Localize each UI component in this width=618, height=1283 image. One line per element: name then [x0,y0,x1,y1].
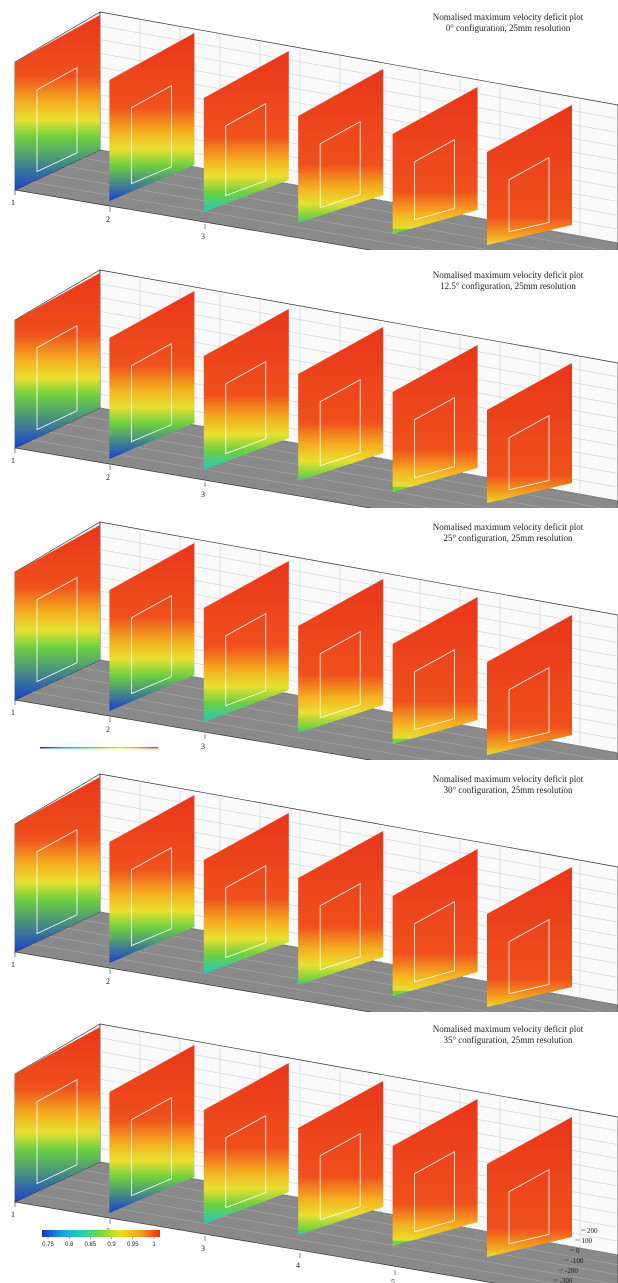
panel-title: Nomalised maximum velocity deficit plot [433,522,584,532]
x-tick-label: 1 [11,960,15,969]
x-tick-label: 4 [296,1261,300,1270]
panel-title: Nomalised maximum velocity deficit plot [433,1024,584,1034]
x-tick-label: 2 [106,473,110,482]
panel-title: 12.5° configuration, 25mm resolution [440,281,576,291]
x-tick-label: 1 [11,708,15,717]
x-tick-label: 3 [201,232,205,241]
x-tick-label: 2 [106,215,110,224]
x-tick-label: 3 [201,742,205,751]
colorbar-tick-label: 0.85 [85,1242,97,1248]
colorbar-tick-label: 1 [152,1242,156,1248]
x-tick-label: 1 [11,456,15,465]
panel-title: 30° configuration, 25mm resolution [443,785,573,795]
colorbar-line [40,747,158,749]
colorbar [42,1230,160,1237]
z-tick-label: -100 [571,1257,584,1265]
x-tick-label: 5 [391,1278,395,1283]
z-tick-label: 100 [582,1237,593,1245]
z-tick-label: -200 [565,1267,578,1275]
z-tick-label: 200 [587,1227,598,1235]
panel-title: 25° configuration, 25mm resolution [443,533,573,543]
x-tick-label: 1 [11,1210,15,1219]
x-tick-label: 3 [201,1244,205,1253]
colorbar-tick-label: 0.75 [42,1242,54,1248]
panel: 1 2 3 Nomalised maximum velocity deficit pl… [11,270,618,550]
panel-title: Nomalised maximum velocity deficit plot [433,774,584,784]
panel-title: 0° configuration, 25mm resolution [446,23,571,33]
x-tick-label: 2 [106,977,110,986]
colorbar-tick-label: 0.9 [107,1242,116,1248]
panel: 1 2 3 Nomalised maximum velocity deficit pl… [11,12,618,292]
x-tick-label: 2 [106,725,110,734]
x-tick-label: 1 [11,198,15,207]
panel-title: Nomalised maximum velocity deficit plot [433,270,584,280]
panel: 1 2 Nomalised maximum velocity deficit plo… [11,774,618,1054]
colorbar-tick-label: 0.95 [127,1242,139,1248]
z-tick-label: -300 [560,1277,573,1283]
figure: 1 2 3 Nomalised maximum velocity deficit pl… [0,0,618,1283]
z-tick-label: 0 [576,1247,580,1255]
colorbar-tick-label: 0.8 [65,1242,74,1248]
panel-title: Nomalised maximum velocity deficit plot [433,12,584,22]
x-tick-label: 3 [201,490,205,499]
panel: 1 2 3 Nomalised maximum velocity deficit pl… [11,522,618,802]
panel-title: 35° configuration, 25mm resolution [443,1035,573,1045]
